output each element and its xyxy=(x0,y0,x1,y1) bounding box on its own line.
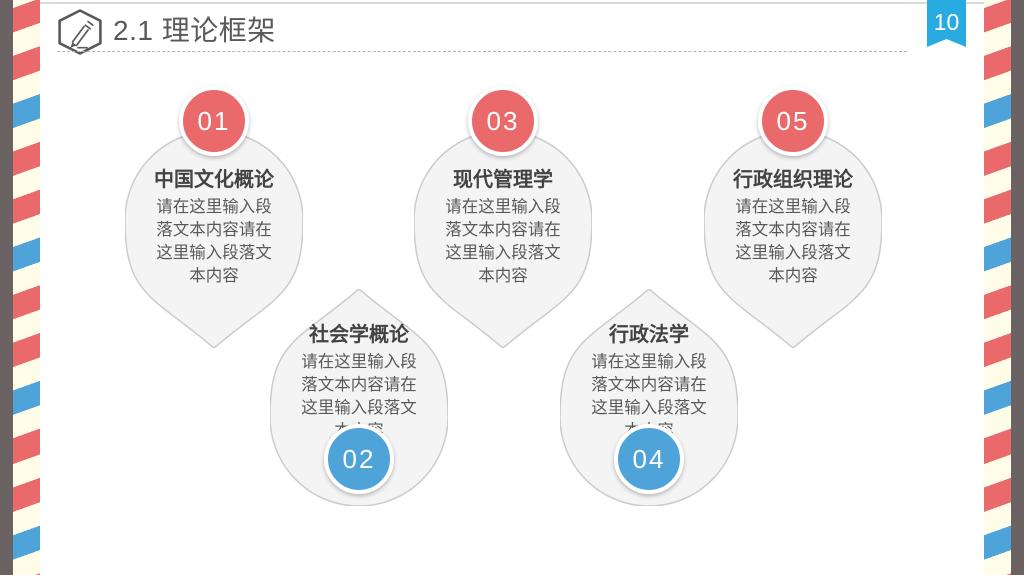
svg-text:10: 10 xyxy=(934,9,960,35)
